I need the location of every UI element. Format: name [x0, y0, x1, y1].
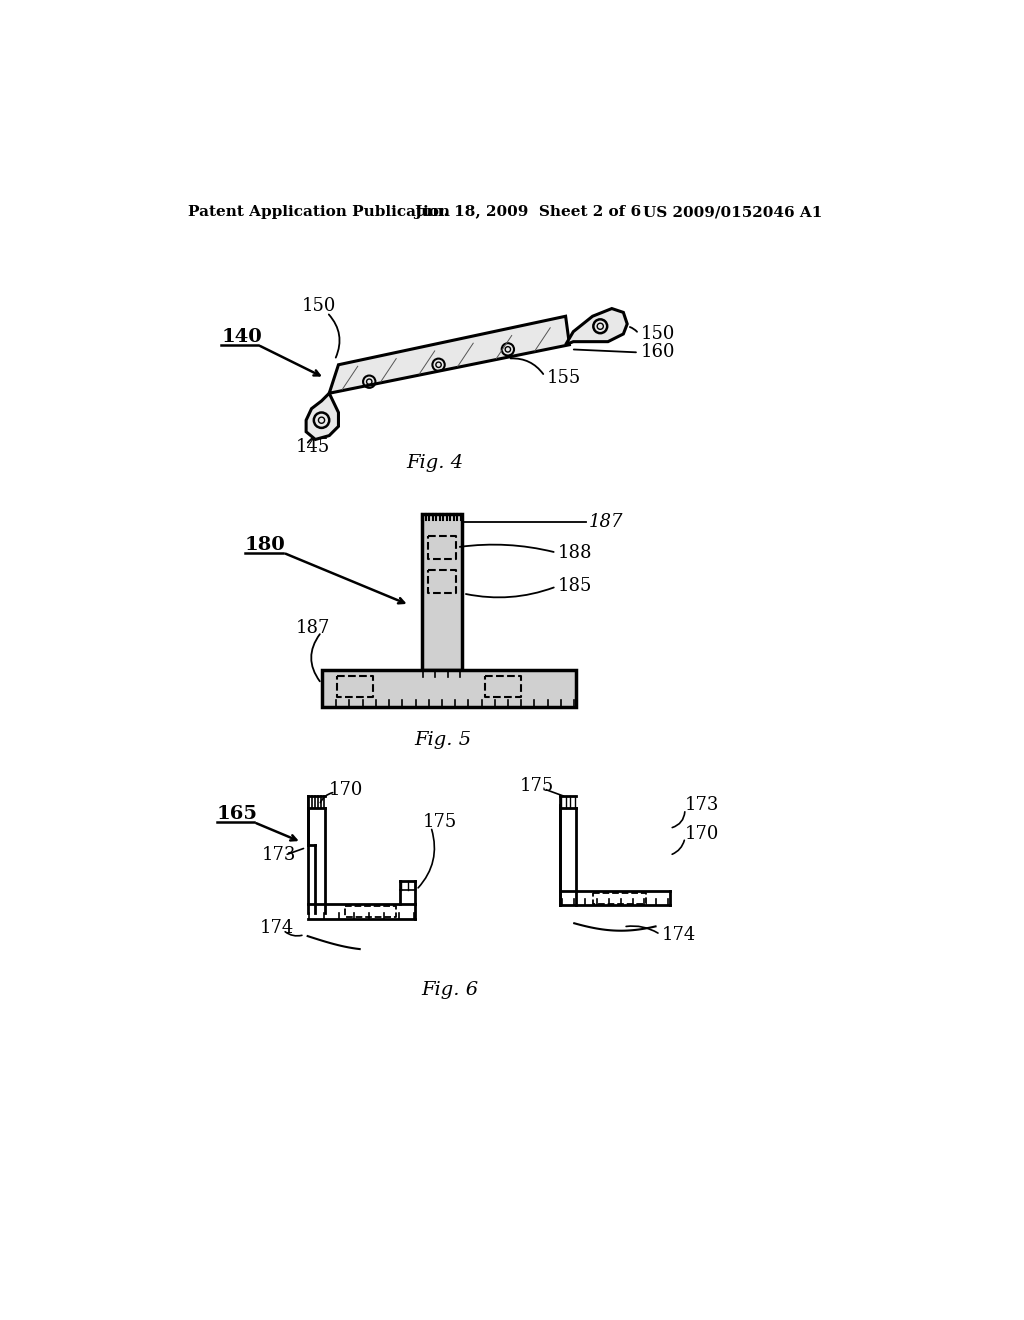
Text: 174: 174	[260, 920, 294, 937]
Text: 150: 150	[302, 297, 337, 315]
Polygon shape	[306, 393, 339, 440]
Polygon shape	[330, 317, 569, 393]
Polygon shape	[565, 309, 628, 345]
Text: 173: 173	[685, 796, 719, 814]
Text: 170: 170	[330, 781, 364, 799]
Text: Jun. 18, 2009  Sheet 2 of 6: Jun. 18, 2009 Sheet 2 of 6	[414, 206, 641, 219]
Text: 150: 150	[640, 325, 675, 343]
Text: 175: 175	[520, 777, 554, 795]
Bar	[322, 671, 575, 706]
Text: 175: 175	[423, 813, 458, 832]
Text: Fig. 6: Fig. 6	[422, 981, 478, 999]
Bar	[422, 515, 462, 671]
Text: 145: 145	[296, 438, 331, 457]
Text: 173: 173	[261, 846, 296, 865]
Text: 188: 188	[558, 544, 593, 561]
Text: 185: 185	[558, 577, 592, 595]
Text: Fig. 4: Fig. 4	[407, 454, 463, 471]
Text: US 2009/0152046 A1: US 2009/0152046 A1	[643, 206, 822, 219]
Text: 165: 165	[217, 805, 258, 824]
Text: 180: 180	[245, 536, 286, 554]
Text: 155: 155	[547, 368, 581, 387]
Text: 160: 160	[640, 343, 675, 362]
Text: Patent Application Publication: Patent Application Publication	[188, 206, 451, 219]
Text: 170: 170	[685, 825, 719, 843]
Text: 174: 174	[662, 925, 696, 944]
Text: Fig. 5: Fig. 5	[414, 731, 471, 748]
Text: 140: 140	[221, 329, 262, 346]
Text: 187: 187	[296, 619, 331, 638]
Text: 187: 187	[589, 513, 624, 531]
